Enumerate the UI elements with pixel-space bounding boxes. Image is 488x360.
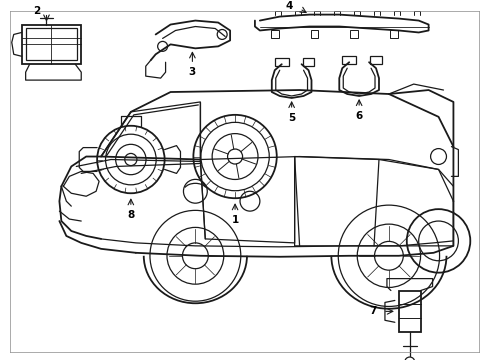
Bar <box>302 58 314 66</box>
Bar <box>398 291 420 332</box>
Bar <box>349 31 357 39</box>
Text: 5: 5 <box>287 113 295 123</box>
Bar <box>274 58 288 66</box>
Bar <box>25 28 77 60</box>
Bar <box>310 31 318 39</box>
Bar <box>389 31 397 39</box>
Text: 1: 1 <box>231 215 238 225</box>
Text: 3: 3 <box>188 67 196 77</box>
Bar <box>369 56 381 64</box>
Bar <box>21 24 81 64</box>
Text: 4: 4 <box>285 1 293 11</box>
Text: 6: 6 <box>355 111 362 121</box>
Text: 7: 7 <box>368 306 376 316</box>
Text: 8: 8 <box>127 210 134 220</box>
Bar <box>342 56 355 64</box>
Text: 2: 2 <box>33 6 40 15</box>
Bar <box>270 31 278 39</box>
